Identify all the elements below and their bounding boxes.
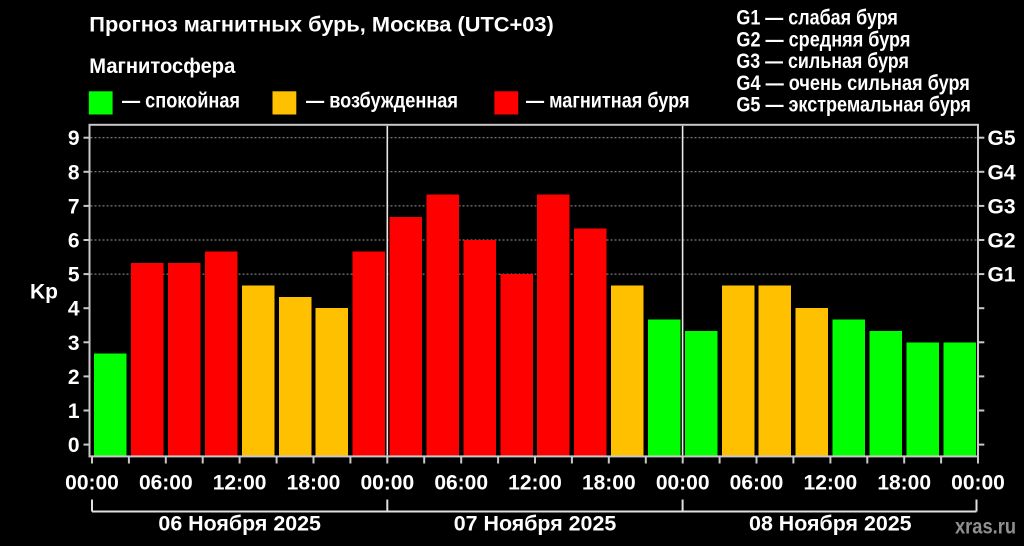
svg-text:G5: G5	[988, 127, 1016, 150]
svg-text:06:00: 06:00	[434, 471, 488, 494]
svg-text:G1 — слабая буря: G1 — слабая буря	[736, 7, 898, 30]
svg-text:xras.ru: xras.ru	[955, 516, 1016, 539]
svg-text:G5 — экстремальная буря: G5 — экстремальная буря	[736, 94, 971, 117]
svg-text:Kp: Kp	[30, 280, 58, 303]
svg-text:G2 — средняя буря: G2 — средняя буря	[736, 28, 910, 51]
svg-text:06:00: 06:00	[730, 471, 784, 494]
svg-text:6: 6	[68, 230, 80, 253]
svg-text:G2: G2	[988, 230, 1016, 253]
svg-text:1: 1	[68, 400, 80, 423]
svg-text:G3: G3	[988, 195, 1016, 218]
svg-text:07 Ноября 2025: 07 Ноября 2025	[454, 513, 617, 536]
svg-text:12:00: 12:00	[804, 471, 858, 494]
svg-text:06 Ноября 2025: 06 Ноября 2025	[158, 513, 321, 536]
svg-text:4: 4	[68, 298, 80, 321]
svg-text:00:00: 00:00	[65, 471, 119, 494]
svg-text:Магнитосфера: Магнитосфера	[89, 55, 235, 78]
svg-text:2: 2	[68, 366, 80, 389]
svg-text:G1: G1	[988, 264, 1016, 287]
svg-text:18:00: 18:00	[877, 471, 931, 494]
svg-text:— спокойная: — спокойная	[122, 90, 240, 113]
svg-text:18:00: 18:00	[582, 471, 636, 494]
svg-text:— магнитная буря: — магнитная буря	[526, 90, 690, 113]
svg-text:18:00: 18:00	[287, 471, 341, 494]
svg-text:7: 7	[68, 195, 80, 218]
svg-text:06:00: 06:00	[139, 471, 193, 494]
svg-text:08 Ноября 2025: 08 Ноября 2025	[749, 513, 912, 536]
svg-text:12:00: 12:00	[213, 471, 267, 494]
svg-text:8: 8	[68, 161, 80, 184]
svg-text:00:00: 00:00	[360, 471, 414, 494]
svg-text:9: 9	[68, 127, 80, 150]
svg-text:00:00: 00:00	[656, 471, 710, 494]
svg-text:3: 3	[68, 332, 80, 355]
svg-text:5: 5	[68, 264, 80, 287]
svg-text:— возбужденная: — возбужденная	[306, 90, 458, 113]
svg-text:0: 0	[68, 434, 80, 457]
svg-text:00:00: 00:00	[951, 471, 1005, 494]
svg-text:G4 — очень сильная буря: G4 — очень сильная буря	[736, 72, 970, 95]
svg-text:G4: G4	[988, 161, 1016, 184]
svg-text:Прогноз магнитных бурь, Москва: Прогноз магнитных бурь, Москва (UTC+03)	[89, 14, 554, 37]
svg-text:G3 — сильная буря: G3 — сильная буря	[736, 50, 909, 73]
svg-text:12:00: 12:00	[508, 471, 562, 494]
